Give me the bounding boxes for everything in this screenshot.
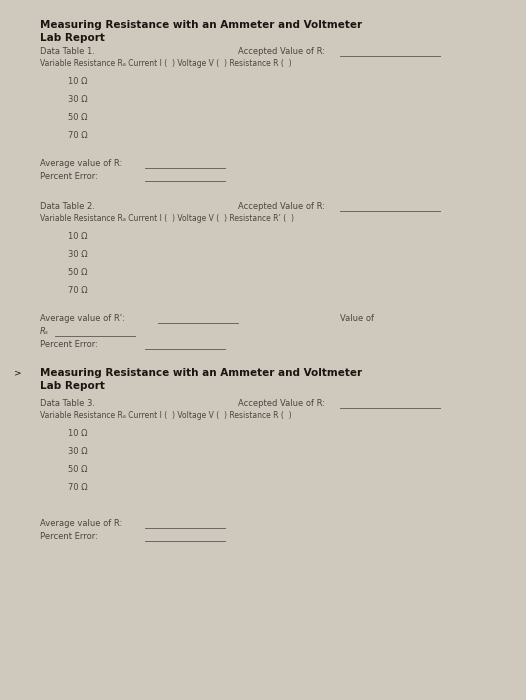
- Text: 70 Ω: 70 Ω: [68, 483, 88, 492]
- Text: Percent Error:: Percent Error:: [40, 532, 98, 541]
- Text: Data Table 3.: Data Table 3.: [40, 399, 95, 408]
- Text: Variable Resistance Rₐ Current I (  ) Voltage V (  ) Resistance R’ (  ): Variable Resistance Rₐ Current I ( ) Vol…: [40, 214, 294, 223]
- Text: Lab Report: Lab Report: [40, 381, 105, 391]
- Text: 70 Ω: 70 Ω: [68, 286, 88, 295]
- Text: 10 Ω: 10 Ω: [68, 232, 87, 241]
- Text: Lab Report: Lab Report: [40, 33, 105, 43]
- Text: Data Table 1.: Data Table 1.: [40, 47, 95, 56]
- Text: Average value of R:: Average value of R:: [40, 159, 122, 168]
- Text: 30 Ω: 30 Ω: [68, 447, 88, 456]
- Text: 50 Ω: 50 Ω: [68, 268, 87, 277]
- Text: Variable Resistance Rₐ Current I (  ) Voltage V (  ) Resistance R (  ): Variable Resistance Rₐ Current I ( ) Vol…: [40, 411, 291, 420]
- Text: Percent Error:: Percent Error:: [40, 340, 98, 349]
- Text: 70 Ω: 70 Ω: [68, 131, 88, 140]
- Text: Data Table 2.: Data Table 2.: [40, 202, 95, 211]
- Text: 30 Ω: 30 Ω: [68, 250, 88, 259]
- Text: Average value of R:: Average value of R:: [40, 519, 122, 528]
- Text: Rₛ: Rₛ: [40, 327, 49, 336]
- Text: Accepted Value of R:: Accepted Value of R:: [238, 202, 325, 211]
- Text: 30 Ω: 30 Ω: [68, 95, 88, 104]
- Text: Measuring Resistance with an Ammeter and Voltmeter: Measuring Resistance with an Ammeter and…: [40, 368, 362, 378]
- Text: Accepted Value of R:: Accepted Value of R:: [238, 47, 325, 56]
- Text: Variable Resistance Rₐ Current I (  ) Voltage V (  ) Resistance R (  ): Variable Resistance Rₐ Current I ( ) Vol…: [40, 59, 291, 68]
- Text: Value of: Value of: [340, 314, 374, 323]
- Text: 50 Ω: 50 Ω: [68, 113, 87, 122]
- Text: >: >: [14, 368, 22, 377]
- Text: 50 Ω: 50 Ω: [68, 465, 87, 474]
- Text: 10 Ω: 10 Ω: [68, 77, 87, 86]
- Text: Percent Error:: Percent Error:: [40, 172, 98, 181]
- Text: Measuring Resistance with an Ammeter and Voltmeter: Measuring Resistance with an Ammeter and…: [40, 20, 362, 30]
- Text: 10 Ω: 10 Ω: [68, 429, 87, 438]
- Text: Accepted Value of R:: Accepted Value of R:: [238, 399, 325, 408]
- Text: Average value of R’:: Average value of R’:: [40, 314, 125, 323]
